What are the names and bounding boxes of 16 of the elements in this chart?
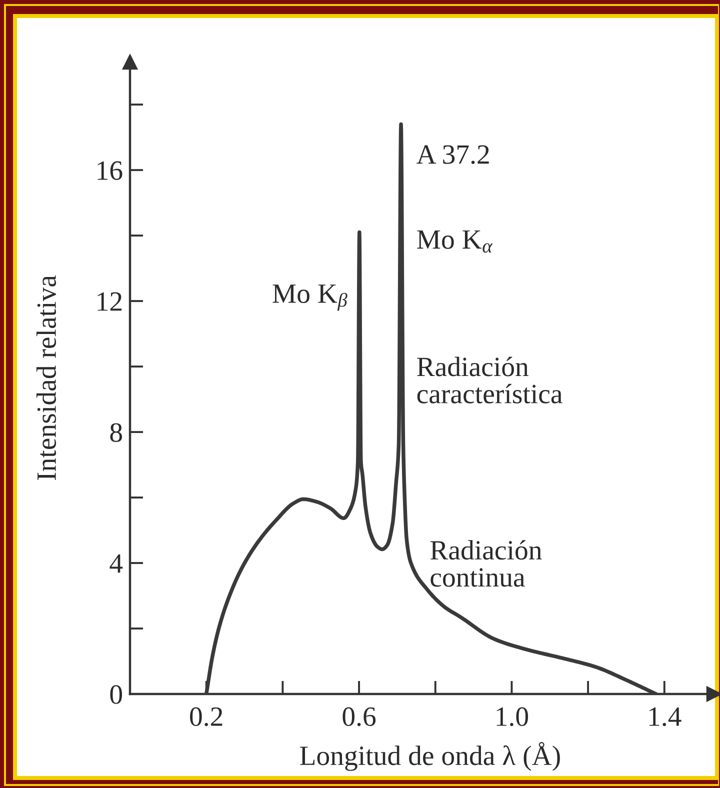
y-tick-label: 16 (98, 161, 122, 180)
annotation: Radiación característica (417, 356, 562, 404)
y-tick-label: 8 (110, 423, 122, 442)
x-axis-title: Longitud de onda λ (Å) (300, 742, 560, 771)
x-tick-label: 0.6 (342, 707, 376, 726)
x-tick-label: 1.4 (649, 707, 682, 726)
y-tick-label: 4 (110, 554, 123, 573)
annotation: Mo K$_{β}$ (272, 284, 348, 311)
annotation: Mo K$_{α}$ (417, 230, 493, 253)
y-axis-title: Intensidad relativa (36, 275, 56, 480)
y-tick-label: 0 (110, 685, 122, 704)
annotation: Radiación continua (430, 540, 542, 587)
annotation: A 37.2 (416, 145, 489, 164)
y-tick-label: 12 (98, 292, 122, 311)
x-tick-label: 0.2 (190, 707, 222, 726)
x-tick-label: 1.0 (496, 707, 528, 726)
